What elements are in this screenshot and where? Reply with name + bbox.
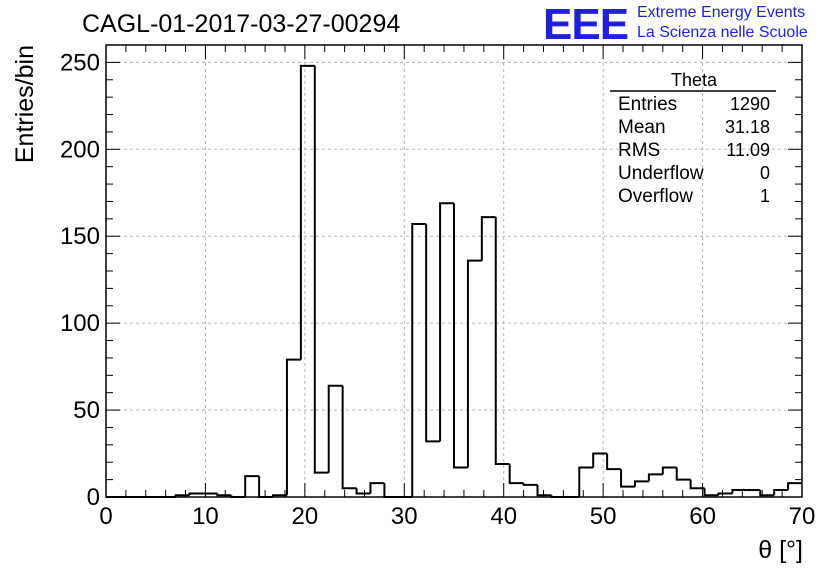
stats-row-label: RMS xyxy=(618,140,660,161)
histogram-bin xyxy=(633,480,649,487)
histogram-bin xyxy=(522,483,538,486)
stats-row-value: 1290 xyxy=(730,94,770,114)
histogram-bin xyxy=(661,466,677,475)
histogram-bin xyxy=(759,490,775,497)
run-title: CAGL-01-2017-03-27-00294 xyxy=(82,10,401,38)
x-tick-label: 50 xyxy=(590,503,617,530)
histogram-bin xyxy=(453,203,468,469)
stats-row-value: 0 xyxy=(760,163,770,183)
x-tick-label: 10 xyxy=(192,503,219,530)
histogram-bin xyxy=(480,216,496,261)
histogram-bin xyxy=(327,384,343,473)
histogram-bin xyxy=(592,452,608,468)
x-tick-label: 40 xyxy=(490,503,517,530)
x-tick-label: 60 xyxy=(689,503,716,530)
histogram-bin xyxy=(787,482,802,491)
histogram-bin xyxy=(355,488,371,495)
histogram-bin xyxy=(536,484,552,497)
histogram-bin xyxy=(411,223,427,497)
histogram-bin xyxy=(689,479,705,490)
x-tick-label: 20 xyxy=(292,503,319,530)
histogram-bin xyxy=(578,466,594,497)
y-tick-label: 150 xyxy=(60,223,100,250)
histogram-bin xyxy=(508,463,524,485)
histogram-bin xyxy=(620,469,635,488)
histogram-bin xyxy=(731,489,747,494)
histogram-bin xyxy=(466,259,482,468)
histogram-bin xyxy=(216,493,232,497)
stats-row-label: Mean xyxy=(618,117,666,138)
eee-logo: EEE xyxy=(543,0,629,49)
histogram-bin xyxy=(494,217,510,465)
histogram-bin xyxy=(369,482,385,494)
logo-tagline-1: Extreme Energy Events xyxy=(637,4,806,21)
histogram-bin xyxy=(773,489,789,496)
y-tick-label: 100 xyxy=(60,310,100,337)
histogram-bin xyxy=(703,488,719,497)
y-axis-label: Entries/bin xyxy=(11,45,39,163)
y-tick-label: 50 xyxy=(73,397,100,424)
stats-row-label: Underflow xyxy=(618,163,704,184)
y-tick-label: 250 xyxy=(60,49,100,76)
histogram-bin xyxy=(439,202,454,442)
stats-row-label: Overflow xyxy=(618,186,693,207)
histogram-bin xyxy=(258,476,274,498)
stats-row-value: 11.09 xyxy=(726,140,770,160)
histogram-bin xyxy=(425,224,441,443)
histogram-bin xyxy=(299,64,315,360)
stats-box-title: Theta xyxy=(671,70,718,90)
y-tick-label: 0 xyxy=(87,484,100,511)
stats-row-value: 1 xyxy=(760,186,770,206)
stats-row-label: Entries xyxy=(618,94,677,115)
histogram-bin xyxy=(675,467,691,481)
histogram-bin xyxy=(188,492,204,496)
histogram-bin xyxy=(341,385,357,490)
x-tick-label: 30 xyxy=(391,503,418,530)
histogram-bin xyxy=(383,483,399,498)
x-tick-label: 70 xyxy=(789,503,816,530)
stats-row-value: 31.18 xyxy=(725,117,770,137)
x-tick-label: 0 xyxy=(99,503,112,530)
logo-tagline-2: La Scienza nelle Scuole xyxy=(637,24,808,41)
y-tick-label: 200 xyxy=(60,136,100,163)
x-axis-label: θ [°] xyxy=(758,536,803,564)
histogram-bin xyxy=(285,358,301,496)
histogram-bin xyxy=(606,453,622,471)
histogram-bin xyxy=(647,473,663,482)
histogram-bin xyxy=(244,475,260,497)
histogram-bin xyxy=(717,492,733,496)
histogram-bin xyxy=(313,65,329,474)
